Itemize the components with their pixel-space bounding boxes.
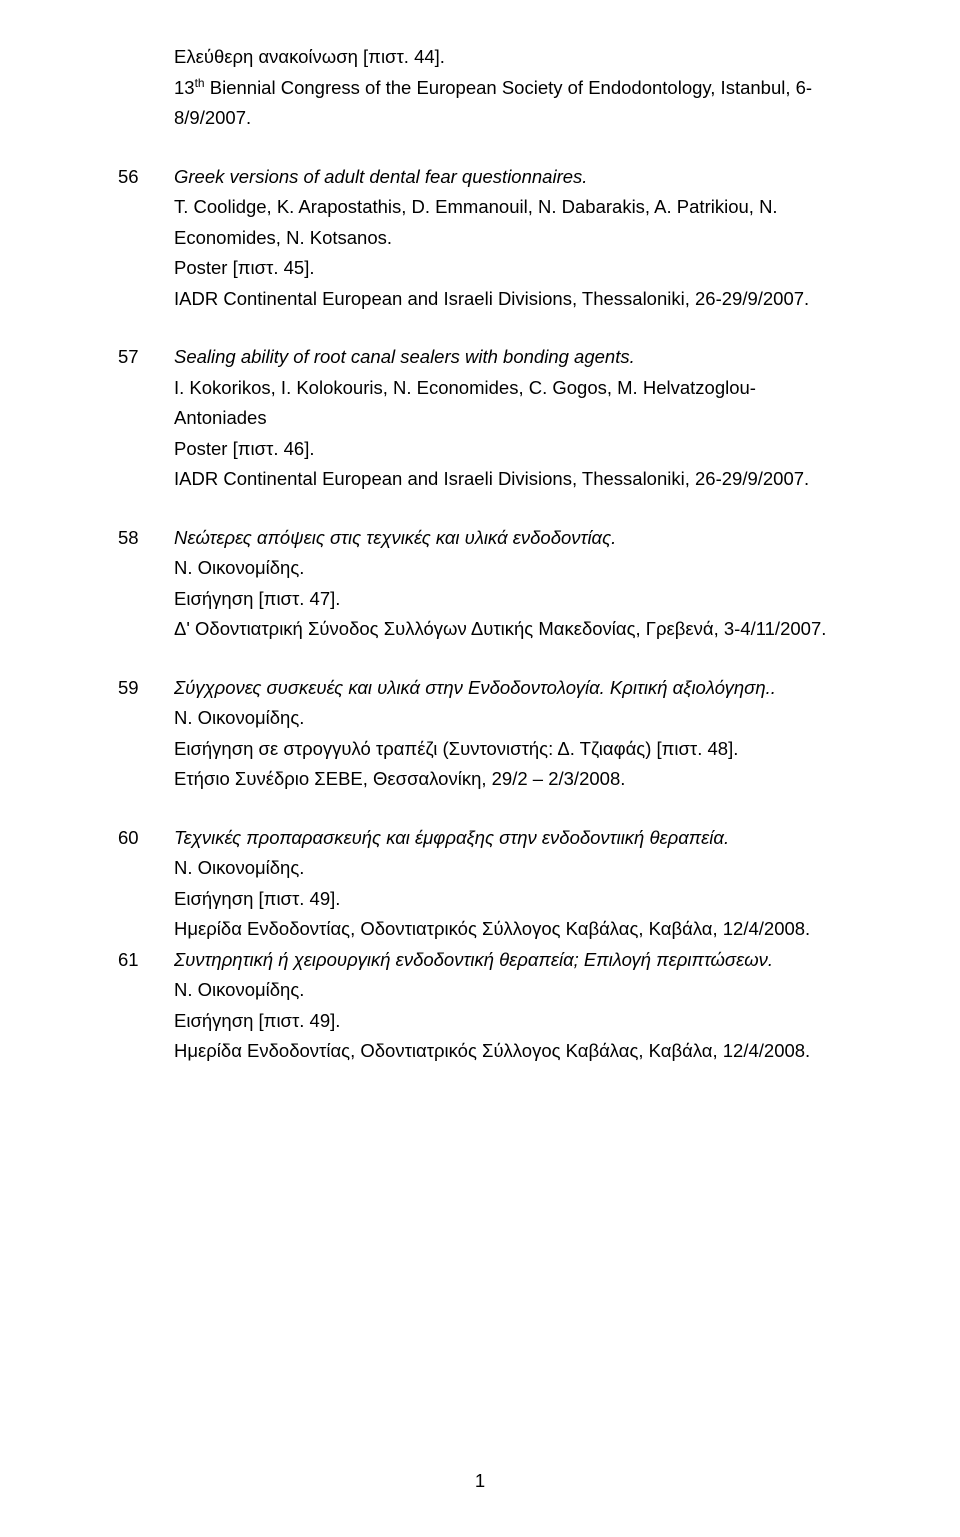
entry-59-venue: Ετήσιο Συνέδριο ΣΕΒΕ, Θεσσαλονίκη, 29/2 … — [174, 764, 842, 795]
entry-58-note: Εισήγηση [πιστ. 47]. — [174, 584, 842, 615]
entry-58-body: Νεώτερες απόψεις στις τεχνικές και υλικά… — [174, 523, 842, 645]
entry-61-num: 61 — [118, 945, 174, 976]
entry-61-note: Εισήγηση [πιστ. 49]. — [174, 1006, 842, 1037]
entry-58-num: 58 — [118, 523, 174, 554]
entry-57-authors: I. Kokorikos, I. Kolokouris, N. Economid… — [174, 373, 842, 434]
intro-block: Ελεύθερη ανακοίνωση [πιστ. 44]. 13th Bie… — [118, 42, 842, 134]
intro-line2: 13th Biennial Congress of the European S… — [174, 73, 842, 134]
intro-l2-sup: th — [195, 75, 205, 89]
entry-59: 59 Σύγχρονες συσκευές και υλικά στην Ενδ… — [118, 673, 842, 795]
intro-l2-post: Biennial Congress of the European Societ… — [174, 77, 812, 129]
entry-57-num: 57 — [118, 342, 174, 373]
entry-56-note: Poster [πιστ. 45]. — [174, 253, 842, 284]
entry-61: 61 Συντηρητική ή χειρουργική ενδοδοντική… — [118, 945, 842, 1067]
entry-58-title: Νεώτερες απόψεις στις τεχνικές και υλικά… — [174, 523, 842, 554]
entry-56-num: 56 — [118, 162, 174, 193]
entry-57: 57 Sealing ability of root canal sealers… — [118, 342, 842, 495]
intro-body: Ελεύθερη ανακοίνωση [πιστ. 44]. 13th Bie… — [174, 42, 842, 134]
entry-59-note: Εισήγηση σε στρογγυλό τραπέζι (Συντονιστ… — [174, 734, 842, 765]
entry-57-body: Sealing ability of root canal sealers wi… — [174, 342, 842, 495]
entry-56-body: Greek versions of adult dental fear ques… — [174, 162, 842, 315]
entry-60-num: 60 — [118, 823, 174, 854]
entry-60-title: Τεχνικές προπαρασκευής και έμφραξης στην… — [174, 823, 842, 854]
entry-56: 56 Greek versions of adult dental fear q… — [118, 162, 842, 315]
entry-59-body: Σύγχρονες συσκευές και υλικά στην Ενδοδο… — [174, 673, 842, 795]
entry-57-note: Poster [πιστ. 46]. — [174, 434, 842, 465]
entry-58-authors: Ν. Οικονομίδης. — [174, 553, 842, 584]
entry-60-note: Εισήγηση [πιστ. 49]. — [174, 884, 842, 915]
entry-57-venue: IADR Continental European and Israeli Di… — [174, 464, 842, 495]
entry-60-body: Τεχνικές προπαρασκευής και έμφραξης στην… — [174, 823, 842, 945]
entry-61-body: Συντηρητική ή χειρουργική ενδοδοντική θε… — [174, 945, 842, 1067]
entry-61-authors: Ν. Οικονομίδης. — [174, 975, 842, 1006]
entry-61-title: Συντηρητική ή χειρουργική ενδοδοντική θε… — [174, 945, 842, 976]
entry-61-venue: Ημερίδα Ενδοδοντίας, Οδοντιατρικός Σύλλο… — [174, 1036, 842, 1067]
entry-57-title: Sealing ability of root canal sealers wi… — [174, 342, 842, 373]
entry-60-venue: Ημερίδα Ενδοδοντίας, Οδοντιατρικός Σύλλο… — [174, 914, 842, 945]
entry-56-title: Greek versions of adult dental fear ques… — [174, 162, 842, 193]
entry-56-authors: T. Coolidge, K. Arapostathis, D. Emmanou… — [174, 192, 842, 253]
entry-60-authors: Ν. Οικονομίδης. — [174, 853, 842, 884]
entry-59-authors: Ν. Οικονομίδης. — [174, 703, 842, 734]
page-number: 1 — [0, 1466, 960, 1497]
entry-59-num: 59 — [118, 673, 174, 704]
entry-56-venue: IADR Continental European and Israeli Di… — [174, 284, 842, 315]
entry-59-title: Σύγχρονες συσκευές και υλικά στην Ενδοδο… — [174, 673, 842, 704]
intro-l2-pre: 13 — [174, 77, 195, 98]
intro-line1: Ελεύθερη ανακοίνωση [πιστ. 44]. — [174, 42, 842, 73]
entry-58: 58 Νεώτερες απόψεις στις τεχνικές και υλ… — [118, 523, 842, 645]
entry-58-venue: Δ' Οδοντιατρική Σύνοδος Συλλόγων Δυτικής… — [174, 614, 842, 645]
entry-60: 60 Τεχνικές προπαρασκευής και έμφραξης σ… — [118, 823, 842, 945]
